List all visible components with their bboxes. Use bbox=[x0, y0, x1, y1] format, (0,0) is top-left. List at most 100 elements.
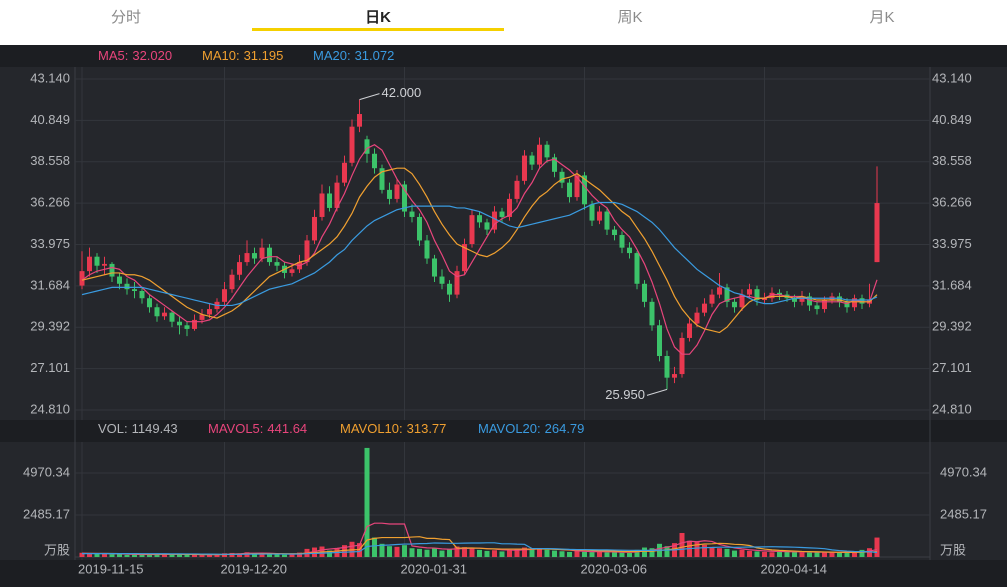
volume-bar bbox=[807, 552, 812, 557]
candle-body bbox=[709, 294, 715, 304]
volume-bar bbox=[792, 551, 797, 557]
volume-bar bbox=[177, 553, 182, 557]
volume-bar bbox=[822, 552, 827, 557]
candle-body bbox=[424, 240, 430, 259]
candle-body bbox=[334, 182, 340, 208]
candle-body bbox=[769, 292, 775, 299]
volume-bar bbox=[192, 554, 197, 557]
candle-body bbox=[694, 312, 700, 324]
volume-bar bbox=[724, 548, 730, 557]
ma-legend: MA5: 32.020 bbox=[98, 48, 172, 63]
volume-bar bbox=[597, 551, 602, 557]
ma-legend: MA10: 31.195 bbox=[202, 48, 283, 63]
candle-body bbox=[349, 126, 355, 163]
candle-body bbox=[484, 222, 490, 230]
tab[interactable]: 日K bbox=[365, 9, 391, 26]
volume-bar bbox=[327, 550, 332, 557]
candle-body bbox=[814, 305, 820, 310]
vol-tick-label: 4970.34 bbox=[23, 464, 70, 479]
volume-bar bbox=[612, 551, 617, 557]
candle-body bbox=[184, 325, 190, 329]
volume-bar bbox=[259, 553, 265, 557]
mavol-legend: MAVOL5: 441.64 bbox=[208, 421, 307, 436]
volume-bar bbox=[514, 548, 520, 557]
candle-body bbox=[634, 253, 640, 284]
volume-bar bbox=[387, 546, 392, 557]
candle-body bbox=[739, 294, 745, 308]
volume-bar bbox=[372, 537, 377, 557]
volume-bar bbox=[124, 554, 130, 557]
candle-body bbox=[499, 211, 505, 217]
ma-legend-value: 31.195 bbox=[244, 48, 284, 63]
tab[interactable]: 月K bbox=[869, 9, 894, 26]
candle-body bbox=[687, 323, 692, 338]
candle-body bbox=[154, 307, 160, 317]
candle-body bbox=[514, 180, 520, 199]
volume-bar bbox=[604, 552, 610, 557]
ma-line bbox=[81, 201, 878, 307]
candle-body bbox=[177, 321, 182, 326]
candle-body bbox=[807, 296, 812, 306]
y-tick-label: 38.558 bbox=[30, 153, 70, 168]
vol-tick-label-right: 万股 bbox=[940, 542, 966, 557]
volume-bar bbox=[492, 550, 497, 557]
ma-legend-name: MA10: bbox=[202, 48, 240, 63]
y-tick-label-right: 36.266 bbox=[932, 195, 972, 210]
volume-bar bbox=[574, 550, 580, 557]
ma-legend-value: 31.072 bbox=[355, 48, 395, 63]
volume-bar bbox=[859, 549, 865, 557]
volume-bar bbox=[469, 547, 475, 557]
mavol-legend-part: MAVOL20: bbox=[478, 421, 541, 436]
volume-bar bbox=[162, 554, 167, 557]
volume-bar bbox=[439, 550, 445, 557]
candle-body bbox=[462, 244, 467, 272]
candle-body bbox=[132, 289, 137, 291]
min-label: 25.950 bbox=[605, 387, 645, 402]
volume-bar bbox=[874, 537, 880, 557]
candle-body bbox=[394, 184, 400, 199]
tab[interactable]: 分时 bbox=[111, 9, 141, 26]
volume-bar bbox=[799, 552, 805, 557]
candle-body bbox=[447, 283, 452, 295]
candle-body bbox=[642, 283, 647, 302]
candle-body bbox=[124, 283, 130, 290]
candle-body bbox=[102, 263, 107, 266]
candle-body bbox=[439, 276, 445, 284]
ma-legend: MA20: 31.072 bbox=[313, 48, 394, 63]
candle-body bbox=[274, 262, 280, 266]
volume-bar bbox=[79, 552, 85, 557]
candle-body bbox=[619, 235, 625, 248]
y-tick-label: 43.140 bbox=[30, 70, 70, 85]
volume-bar bbox=[184, 554, 190, 557]
tab[interactable]: 周K bbox=[617, 9, 642, 26]
candle-body bbox=[724, 287, 730, 302]
volume-bar bbox=[619, 552, 625, 557]
volume-panel bbox=[0, 442, 1007, 560]
date-bar bbox=[0, 560, 1007, 587]
mavol-legend: MAVOL20: 264.79 bbox=[478, 421, 584, 436]
candle-body bbox=[229, 274, 235, 290]
candle-body bbox=[139, 290, 145, 299]
candle-body bbox=[559, 171, 565, 183]
candle-body bbox=[777, 292, 782, 295]
max-pointer bbox=[359, 93, 380, 101]
candle-body bbox=[492, 211, 497, 230]
candle-body bbox=[762, 298, 767, 301]
candle-body bbox=[552, 157, 557, 172]
candle-body bbox=[792, 298, 797, 302]
candle-body bbox=[319, 193, 325, 217]
x-tick-label: 2019-12-20 bbox=[221, 561, 288, 576]
volume-bar bbox=[589, 552, 595, 557]
vol-legend-bar bbox=[0, 420, 1007, 442]
volume-bar bbox=[537, 548, 542, 557]
candle-body bbox=[454, 271, 460, 295]
candle-body bbox=[372, 153, 377, 169]
y-tick-label: 31.684 bbox=[30, 277, 70, 292]
candle-body bbox=[469, 215, 475, 245]
candle-body bbox=[342, 162, 347, 183]
candle-body bbox=[612, 229, 617, 236]
volume-bar bbox=[417, 548, 422, 557]
volume-bar bbox=[754, 551, 760, 557]
